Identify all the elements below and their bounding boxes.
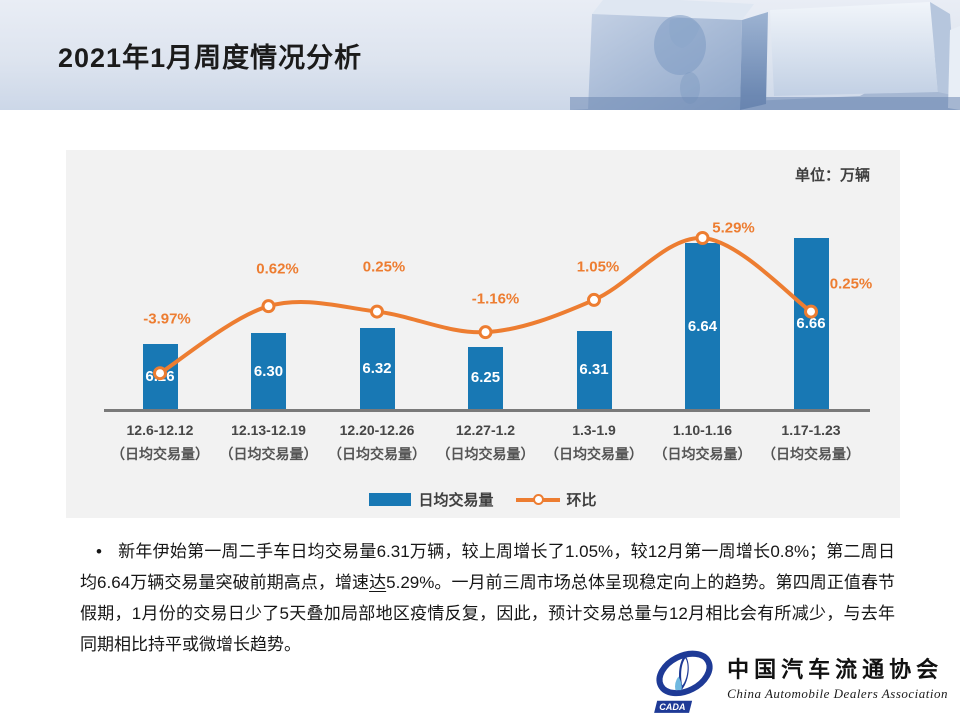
- bullet-marker: •: [96, 542, 102, 561]
- bar-legend-swatch: [369, 493, 412, 506]
- bar-12.20-12.26: 6.32: [359, 328, 395, 409]
- bar-12.13-12.19: 6.30: [251, 333, 286, 409]
- org-name-en: China Automobile Dealers Association: [727, 686, 948, 701]
- x-axis-label-12.20-12.26: 12.20-12.26 （日均交易量）: [328, 422, 426, 462]
- x-axis-label-1.10-1.16: 1.10-1.16 （日均交易量）: [653, 422, 752, 462]
- bar-12.6-12.12: 6.26: [142, 344, 178, 409]
- analysis-paragraph: • 新年伊始第一周二手车日均交易量6.31万辆，较上周增长了1.05%，较12月第…: [80, 536, 895, 660]
- line-marker: [478, 325, 493, 340]
- line-marker: [695, 231, 710, 245]
- x-axis-line: [104, 409, 870, 412]
- bar-1.3-1.9: 6.31: [576, 330, 612, 409]
- bar-value-label: 6.66: [796, 315, 826, 333]
- cada-logo: CADA 中国汽车流通协会 China Automobile Dealers A…: [645, 646, 948, 716]
- x-axis-label-12.27-1.2: 12.27-1.2 （日均交易量）: [436, 422, 535, 462]
- legend-line-label: 环比: [566, 492, 597, 509]
- line-marker: [370, 304, 384, 319]
- analysis-text-underlined: 达: [369, 573, 387, 592]
- chart-unit-label: 单位：万辆: [794, 167, 870, 184]
- pct-label-12.27-1.2: -1.16%: [471, 290, 520, 308]
- line-legend-swatch: [515, 494, 560, 506]
- bar-12.27-1.2: 6.25: [468, 346, 503, 409]
- legend-item-line: 环比: [515, 489, 597, 510]
- pct-label-1.10-1.16: 5.29%: [712, 219, 755, 237]
- cada-acronym: CADA: [659, 702, 685, 712]
- pct-label-1.3-1.9: 1.05%: [576, 258, 620, 276]
- x-axis-label-12.13-12.19: 12.13-12.19 （日均交易量）: [219, 422, 318, 462]
- header-cubes-decoration: [570, 0, 960, 110]
- analysis-text-before: 新年伊始第一周二手车日均交易量6.31万辆，较上周增长了1.05%，较12月第一…: [80, 542, 895, 592]
- pct-label-12.20-12.26: 0.25%: [362, 258, 406, 276]
- bar-value-label: 6.32: [362, 360, 392, 378]
- chart-legend: 日均交易量 环比: [66, 489, 900, 510]
- header-banner: 2021年1月周度情况分析: [0, 0, 960, 110]
- org-name-cn: 中国汽车流通协会: [727, 657, 944, 682]
- bar-value-label: 6.25: [470, 369, 501, 387]
- pct-label-1.17-1.23: 0.25%: [829, 275, 873, 293]
- bar-value-label: 6.30: [253, 362, 284, 380]
- line-marker: [261, 299, 276, 314]
- bar-value-label: 6.64: [687, 317, 718, 335]
- line-marker: [587, 292, 601, 307]
- cada-emblem-icon: CADA: [654, 650, 713, 713]
- legend-item-bar: 日均交易量: [369, 489, 494, 510]
- x-axis-label-12.6-12.12: 12.6-12.12 （日均交易量）: [111, 422, 209, 462]
- analysis-text-after: 5.29%。一月前三周市场总体呈现稳定向上的趋势。第四周正值春节假期，1月份的交…: [80, 573, 896, 654]
- legend-bar-label: 日均交易量: [418, 492, 494, 509]
- x-axis-label-1.3-1.9: 1.3-1.9 （日均交易量）: [545, 422, 643, 462]
- bar-1.17-1.23: 6.66: [793, 238, 829, 409]
- bar-value-label: 6.31: [579, 361, 609, 379]
- pct-label-12.6-12.12: -3.97%: [143, 310, 191, 328]
- pct-label-12.13-12.19: 0.62%: [256, 260, 299, 278]
- bar-value-label: 6.26: [145, 368, 175, 386]
- page-title: 2021年1月周度情况分析: [58, 43, 363, 73]
- weekly-transactions-chart: 单位：万辆 日均交易量 环比 6.26 6.30 6.32 6.25 6.31 6.64 6…: [66, 150, 900, 518]
- bar-1.10-1.16: 6.64: [685, 243, 720, 409]
- x-axis-label-1.17-1.23: 1.17-1.23 （日均交易量）: [762, 422, 860, 462]
